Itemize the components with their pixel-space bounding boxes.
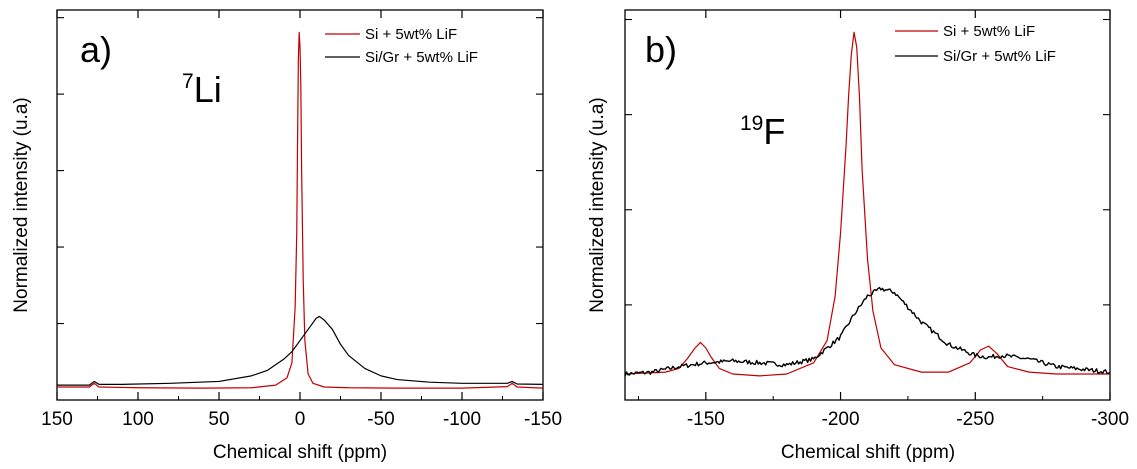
panel-a-x-tick-label: 150: [41, 409, 73, 430]
panel-b-series-si-lif: [624, 31, 1110, 377]
panel-b-x-tick-label: -150: [687, 409, 725, 430]
panel-b-legend-label-sigr: Si/Gr + 5wt% LiF: [943, 48, 1056, 65]
panel-b-x-tick-label: -300: [1091, 409, 1129, 430]
panel-b-x-axis-title: Chemical shift (ppm): [781, 442, 955, 463]
panel-b-y-ticks: [625, 18, 1110, 306]
panel-b-series-sigr-lif: [624, 286, 1111, 377]
panel-a-nucleus-symbol: Li: [194, 69, 222, 110]
panel-a-x-tick-label: 0: [295, 409, 306, 430]
panel-a-x-tick-label: -100: [443, 409, 481, 430]
panel-b-label: b): [645, 29, 677, 70]
panel-b-nucleus-mass: 19: [740, 112, 763, 135]
panel-a-nucleus-mass: 7: [182, 70, 194, 93]
panel-a-y-ticks: [57, 17, 543, 325]
panel-a-y-axis-title: Normalized intensity (u.a): [11, 97, 32, 312]
panel-b-legend-label-si: Si + 5wt% LiF: [943, 23, 1035, 40]
panel-a-legend: Si + 5wt% LiF Si/Gr + 5wt% LiF: [325, 26, 478, 66]
panel-a-series-si-lif: [57, 31, 544, 389]
panel-b-nucleus: 19F: [740, 111, 785, 152]
panel-b-series: [624, 31, 1111, 377]
panel-b-frame: [624, 9, 1111, 401]
panel-a-x-ticks: 150 100 50 0 -50 -100 -150: [41, 10, 562, 430]
panel-a-label: a): [80, 29, 112, 70]
panel-a-legend-label-si: Si + 5wt% LiF: [365, 26, 457, 43]
panel-a-nucleus: 7Li: [182, 69, 222, 110]
panel-a-x-tick-label: 100: [122, 409, 154, 430]
panel-a-x-tick-label: -50: [367, 409, 394, 430]
panel-b: -150 -200 -250 -300 b) 19F Si + 5wt% LiF Si…: [587, 9, 1129, 463]
panel-a-x-tick-label: 50: [208, 409, 229, 430]
panel-a-series-sigr-lif: [57, 315, 544, 386]
panel-b-x-tick-label: -200: [822, 409, 860, 430]
panel-a-legend-label-sigr: Si/Gr + 5wt% LiF: [365, 49, 478, 66]
panel-a-x-axis-title: Chemical shift (ppm): [213, 442, 387, 463]
panel-b-x-ticks: -150 -200 -250 -300: [637, 10, 1129, 430]
panel-b-nucleus-symbol: F: [763, 111, 785, 152]
panel-b-x-tick-label: -250: [956, 409, 994, 430]
panel-a: 150 100 50 0 -50 -100 -150 a) 7Li Si + 5wt% Li…: [11, 9, 562, 463]
panel-b-legend: Si + 5wt% LiF Si/Gr + 5wt% LiF: [895, 23, 1056, 65]
panel-a-x-tick-label: -150: [524, 409, 562, 430]
panel-b-y-axis-title: Normalized intensity (u.a): [587, 97, 608, 312]
panel-a-series: [57, 31, 544, 389]
